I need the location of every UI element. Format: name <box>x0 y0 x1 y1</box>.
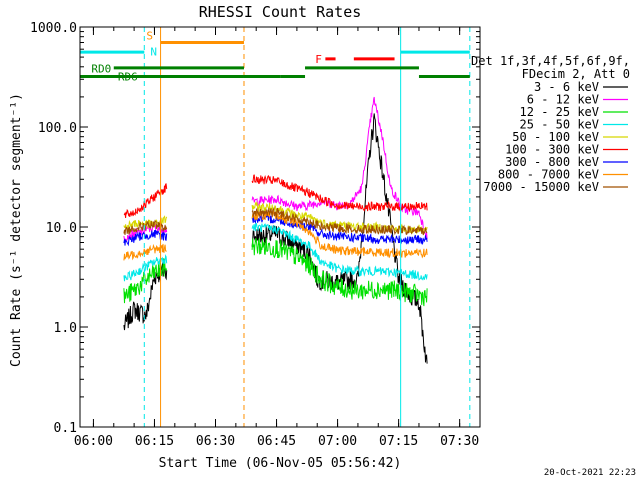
footer-date: 20-Oct-2021 22:23 <box>544 468 636 478</box>
x-tick-label: 06:45 <box>257 434 296 449</box>
y-tick-label: 10.0 <box>46 221 77 236</box>
legend-header-line: FDecim 2, Att 0 <box>522 67 630 81</box>
flag-label: RD6 <box>118 70 138 83</box>
x-axis-label: Start Time (06-Nov-05 05:56:42) <box>159 456 402 471</box>
legend-entry-label: 6 - 12 keV <box>527 93 599 107</box>
series-line <box>123 183 168 219</box>
y-tick-label: 1000.0 <box>30 21 77 36</box>
legend-entry-label: 3 - 6 keV <box>534 80 599 94</box>
legend-entry-label: 300 - 800 keV <box>505 155 599 169</box>
legend-entry-label: 100 - 300 keV <box>505 143 599 157</box>
series-line <box>251 237 428 307</box>
legend-entry-label: 12 - 25 keV <box>520 105 599 119</box>
legend: Det 1f,3f,4f,5f,6f,9f, FDecim 2, Att 0 3… <box>471 54 630 194</box>
series-line <box>123 229 168 247</box>
x-tick-label: 06:00 <box>74 434 113 449</box>
legend-entry-label: 25 - 50 keV <box>520 118 599 132</box>
legend-header-line: Det 1f,3f,4f,5f,6f,9f, <box>471 54 630 68</box>
x-tick-label: 07:15 <box>379 434 418 449</box>
flag-label: F <box>315 53 322 66</box>
legend-entry-label: 50 - 100 keV <box>512 130 599 144</box>
chart-title: RHESSI Count Rates <box>199 3 362 21</box>
series-line <box>251 206 428 236</box>
y-tick-label: 100.0 <box>38 121 77 136</box>
series-line <box>123 254 168 282</box>
x-tick-label: 06:15 <box>135 434 174 449</box>
series-line <box>123 243 167 261</box>
series-line <box>251 174 428 213</box>
y-tick-label: 1.0 <box>54 321 77 336</box>
y-axis-label: Count Rate (s⁻¹ detector segment⁻¹) <box>9 93 24 367</box>
series-line <box>123 258 168 304</box>
plot-frame <box>79 26 481 428</box>
series-line <box>251 212 428 246</box>
legend-entry-label: 800 - 7000 keV <box>498 168 599 182</box>
flag-label: RD0 <box>91 62 111 75</box>
y-tick-label: 0.1 <box>54 421 77 436</box>
plot-data <box>123 96 428 364</box>
legend-entry-label: 7000 - 15000 keV <box>483 180 599 194</box>
flag-label: N <box>150 45 157 58</box>
series-line <box>251 96 428 240</box>
x-tick-label: 07:30 <box>440 434 479 449</box>
x-tick-label: 07:00 <box>318 434 357 449</box>
x-tick-label: 06:30 <box>196 434 235 449</box>
series-line <box>123 215 168 231</box>
flag-label: S <box>146 30 153 43</box>
series-line <box>251 222 428 281</box>
series-line <box>123 219 168 235</box>
axes: 0.1 1.0 10.0 100.0 1000.0 06:00 06:15 06:30 06:4… <box>30 21 481 449</box>
